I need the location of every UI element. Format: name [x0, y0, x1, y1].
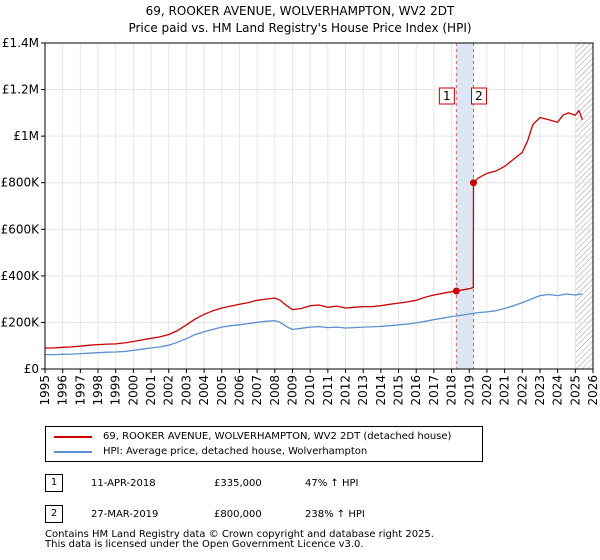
y-tick-label: £1.2M [2, 83, 39, 97]
x-tick-label: 2022 [515, 375, 529, 406]
legend-swatch-property [54, 436, 92, 438]
y-tick-label: £1M [13, 129, 39, 143]
sale-period-band [456, 43, 474, 369]
x-tick-label: 2008 [268, 375, 282, 406]
y-tick-label: £800K [1, 176, 41, 190]
y-tick-label: £200K [1, 315, 41, 329]
x-tick-label: 2017 [427, 375, 441, 406]
x-tick-label: 1995 [38, 375, 52, 406]
sale-badge: 1 [45, 474, 63, 492]
annotation-box [438, 87, 455, 105]
legend-label-hpi: HPI: Average price, detached house, Wolv… [103, 446, 368, 457]
annotation-label: 2 [475, 89, 483, 103]
x-tick-label: 2012 [339, 375, 353, 406]
chart-title-line1: 69, ROOKER AVENUE, WOLVERHAMPTON, WV2 2D… [145, 4, 455, 18]
annotation-box [471, 87, 488, 105]
sale-date: 11-APR-2018 [91, 478, 156, 489]
x-tick-label: 2001 [144, 375, 158, 406]
sale-date: 27-MAR-2019 [91, 509, 159, 520]
x-tick-label: 2010 [303, 375, 317, 406]
x-tick-label: 2011 [321, 375, 335, 406]
series-line-hpi [45, 293, 583, 356]
x-tick-label: 2019 [462, 375, 476, 406]
x-tick-label: 2020 [480, 375, 494, 406]
x-tick-label: 2023 [533, 375, 547, 406]
x-tick-label: 2006 [232, 375, 246, 406]
x-tick-label: 2014 [374, 375, 388, 406]
x-tick-label: 2009 [285, 375, 299, 406]
price-chart: 1 2 £0 £200K £400K £600K £800K £1M £1.2M £1.4M 199… [1, 36, 600, 406]
x-tick-label: 1997 [73, 375, 87, 406]
x-tick-label: 2015 [392, 375, 406, 406]
footer-line2: This data is licensed under the Open Gov… [45, 539, 364, 550]
x-tick-label: 2004 [197, 375, 211, 406]
x-tick-label: 2005 [215, 375, 229, 406]
x-tick-label: 2018 [445, 375, 459, 406]
y-tick-label: £400K [1, 269, 41, 283]
y-tick-label: £0 [24, 362, 39, 376]
sale-price: £335,000 [214, 478, 262, 489]
footer: Contains HM Land Registry data © Crown c… [45, 530, 434, 550]
x-tick-label: 1999 [109, 375, 123, 406]
chart-title-line2: Price paid vs. HM Land Registry's House … [128, 21, 472, 35]
chart-title: 69, ROOKER AVENUE, WOLVERHAMPTON, WV2 2D… [0, 3, 600, 37]
y-tick-label: £600K [1, 222, 41, 236]
legend: 69, ROOKER AVENUE, WOLVERHAMPTON, WV2 2D… [45, 426, 483, 462]
x-tick-label: 2000 [126, 375, 140, 406]
x-tick-label: 2024 [551, 375, 565, 406]
annotation-label: 1 [443, 89, 451, 103]
x-tick-label: 2007 [250, 375, 264, 406]
footer-line1: Contains HM Land Registry data © Crown c… [45, 529, 434, 540]
x-tick-label: 1998 [91, 375, 105, 406]
x-tick-label: 2016 [409, 375, 423, 406]
sale-point [470, 179, 478, 187]
plot-border [44, 42, 594, 370]
plot-area [45, 43, 593, 369]
x-tick-label: 2026 [586, 375, 600, 406]
x-tick-label: 2021 [498, 375, 512, 406]
sale-hpi-change: 238% ↑ HPI [305, 509, 365, 520]
series-line-property [45, 109, 584, 349]
x-tick-label: 2013 [356, 375, 370, 406]
sale-point [452, 287, 460, 295]
legend-swatch-hpi [54, 451, 92, 453]
x-tick-label: 2003 [179, 375, 193, 406]
x-tick-label: 2025 [568, 375, 582, 406]
sale-hpi-change: 47% ↑ HPI [305, 478, 359, 489]
forecast-hatch [575, 43, 593, 369]
sale-badge: 2 [45, 505, 63, 523]
y-tick-label: £1.4M [2, 36, 39, 50]
legend-label-property: 69, ROOKER AVENUE, WOLVERHAMPTON, WV2 2D… [103, 431, 452, 442]
x-tick-label: 1996 [56, 375, 70, 406]
x-tick-label: 2002 [162, 375, 176, 406]
sale-price: £800,000 [214, 509, 262, 520]
